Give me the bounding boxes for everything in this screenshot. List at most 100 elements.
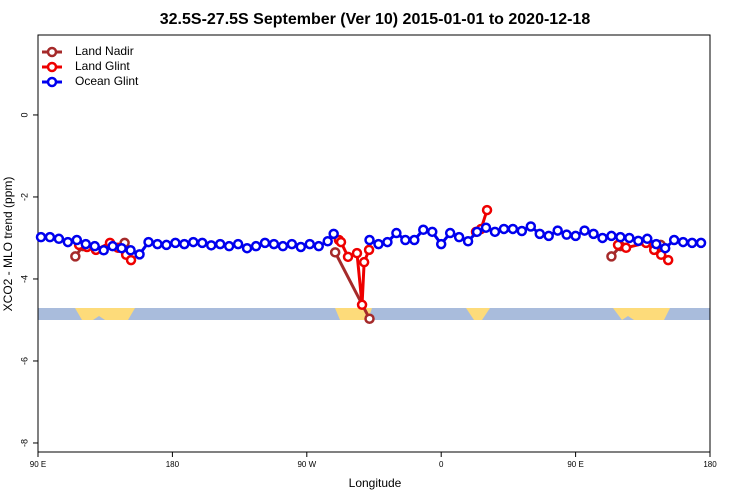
data-point [516, 225, 528, 237]
data-point [453, 231, 465, 243]
legend-label: Land Nadir [75, 44, 134, 58]
data-point [313, 240, 324, 252]
data-point [205, 240, 217, 251]
data-point [143, 236, 154, 248]
data-point [686, 237, 698, 249]
x-tick-label: 180 [166, 460, 180, 469]
x-tick-label: 0 [439, 460, 444, 469]
data-point [659, 242, 671, 254]
data-point [328, 228, 339, 240]
data-point [35, 231, 47, 243]
data-point [98, 245, 109, 256]
y-tick-label: -6 [19, 357, 29, 365]
data-point [322, 235, 333, 247]
data-point [552, 225, 563, 236]
data-point [125, 245, 136, 256]
series [73, 204, 674, 311]
data-point [695, 237, 707, 249]
data-point [481, 204, 493, 216]
data-point [232, 238, 244, 250]
data-point [197, 237, 208, 249]
data-point [170, 237, 181, 249]
chart-title: 32.5S-27.5S September (Ver 10) 2015-01-0… [160, 11, 591, 28]
x-axis-label: Longitude [349, 476, 402, 490]
data-point [373, 238, 384, 250]
data-point [250, 240, 262, 252]
data-point [534, 228, 546, 240]
data-point [677, 236, 689, 248]
y-tick-label: -2 [19, 193, 29, 201]
data-point [286, 238, 298, 250]
data-point [268, 238, 280, 250]
legend-swatch [46, 46, 58, 58]
data-point [507, 223, 519, 235]
data-point [363, 244, 375, 256]
ocean-band [38, 308, 710, 320]
x-tick-label: 180 [703, 460, 717, 469]
legend-swatch [46, 76, 58, 88]
data-point [668, 234, 680, 246]
data-point [277, 240, 289, 252]
y-axis-label: XCO2 - MLO trend (ppm) [1, 177, 15, 312]
data-point [620, 242, 632, 254]
data-point [650, 238, 662, 250]
data-point [426, 226, 438, 238]
data-point [161, 239, 172, 251]
land-band [335, 308, 372, 320]
data-point [152, 238, 163, 250]
x-tick-label: 90 E [567, 460, 583, 469]
data-point [70, 251, 81, 262]
data-point [382, 236, 393, 248]
data-point [295, 241, 307, 253]
data-point [561, 229, 572, 240]
data-point [633, 235, 644, 247]
data-point [525, 221, 537, 232]
x-tick-label: 90 W [297, 460, 316, 469]
data-point [179, 238, 190, 250]
data-point [134, 249, 145, 260]
data-point [107, 240, 118, 252]
y-tick-label: -8 [19, 439, 29, 447]
data-point [304, 238, 316, 250]
data-point [80, 238, 92, 250]
data-point [342, 251, 354, 263]
data-point [125, 254, 137, 266]
data-point [391, 227, 402, 239]
data-point [351, 247, 363, 259]
data-point [223, 240, 235, 252]
data-point [71, 234, 83, 246]
data-point [188, 236, 199, 248]
land-band [466, 308, 490, 320]
data-point [606, 230, 617, 242]
data-point [588, 228, 599, 240]
data-point [615, 231, 626, 243]
data-point [259, 237, 271, 249]
legend-swatch [46, 61, 58, 73]
x-tick-label: 90 E [30, 460, 46, 469]
data-point [214, 238, 226, 250]
data-point [489, 226, 501, 238]
land-band [613, 308, 670, 320]
data-point [44, 231, 56, 243]
land-band [75, 308, 135, 320]
data-point [116, 242, 127, 254]
legend-label: Land Glint [75, 59, 130, 73]
data-point [364, 313, 375, 324]
surface-band [38, 308, 710, 320]
data-point [409, 234, 420, 246]
data-point [662, 254, 674, 266]
data-point [335, 236, 347, 248]
y-tick-label: -4 [19, 275, 29, 283]
series [35, 221, 707, 260]
data-point [642, 233, 653, 245]
data-point [62, 236, 74, 248]
data-point [480, 222, 492, 233]
data-point [364, 234, 375, 246]
data-point [241, 242, 253, 254]
data-point [358, 256, 370, 268]
data-point [462, 235, 474, 247]
data-point [471, 226, 483, 238]
data-point [579, 225, 590, 236]
data-point [498, 223, 510, 235]
data-point [597, 232, 608, 244]
